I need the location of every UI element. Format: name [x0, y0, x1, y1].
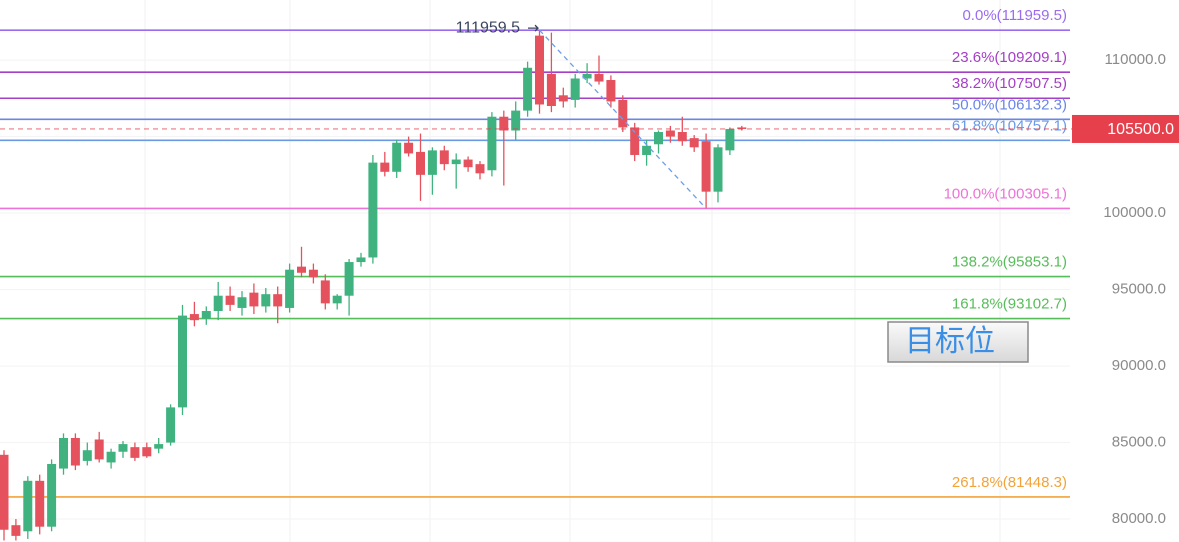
y-tick-label: 100000.0 — [1103, 204, 1166, 221]
annotation-text: 目标位 — [905, 325, 995, 358]
candle-body — [487, 116, 497, 171]
candle-body — [201, 311, 211, 319]
y-tick-label: 85000.0 — [1112, 434, 1166, 451]
candle-body — [106, 451, 116, 463]
candle-body — [475, 164, 485, 174]
target-annotation: 目标位 — [887, 321, 1029, 363]
candle-body — [737, 127, 747, 129]
trend-line — [539, 29, 707, 209]
candle-body — [463, 159, 473, 168]
candle-body — [285, 269, 295, 308]
candle-body — [332, 295, 342, 304]
candle-body — [701, 141, 711, 192]
candle-body — [582, 73, 592, 79]
candle-body — [261, 294, 271, 307]
candle-body — [427, 150, 437, 175]
candle-body — [166, 407, 176, 443]
current-price-box — [1072, 114, 1179, 143]
candle-body — [70, 437, 80, 466]
candle-body — [654, 132, 663, 145]
candle-body — [546, 73, 556, 107]
candle-body — [118, 444, 128, 452]
candle-body — [511, 110, 521, 131]
fib-label: 100.0%(100305.1) — [944, 185, 1067, 202]
candle-body — [47, 463, 57, 527]
candle-body — [630, 127, 640, 155]
candle-body — [249, 292, 259, 307]
current-price-label: 105500.0 — [1107, 121, 1174, 138]
candle-body — [535, 35, 544, 105]
candle-body — [82, 450, 92, 461]
candle-body — [237, 297, 247, 308]
vertical-grid — [144, 0, 1001, 542]
candle-body — [368, 162, 378, 258]
candle-body — [213, 295, 223, 312]
fib-label: 38.2%(107507.5) — [952, 75, 1067, 92]
candle-body — [154, 444, 164, 449]
candle-body — [570, 78, 580, 100]
peak-label: 111959.5 — [456, 19, 520, 36]
fib-label: 161.8%(93102.7) — [952, 296, 1067, 313]
candle-body — [380, 162, 390, 172]
candle-body — [273, 294, 283, 307]
candle-body — [392, 142, 402, 172]
candle-body — [11, 525, 21, 536]
candle-body — [320, 280, 330, 304]
candle-body — [178, 315, 187, 408]
candle-body — [451, 159, 461, 165]
candle-body — [23, 480, 33, 532]
candle-body — [59, 437, 68, 469]
fib-label: 0.0%(111959.5) — [962, 7, 1067, 24]
fib-label: 138.2%(95853.1) — [952, 254, 1067, 271]
candle-body — [499, 116, 509, 131]
candle-body — [725, 128, 735, 151]
candle-body — [677, 132, 687, 142]
fib-label: 50.0%(106132.3) — [952, 96, 1067, 113]
fib-label: 23.6%(109209.1) — [952, 49, 1067, 66]
candle-body — [713, 147, 723, 192]
y-tick-label: 90000.0 — [1112, 357, 1166, 374]
candle-body — [689, 138, 699, 148]
candle-body — [416, 151, 425, 175]
peak-arrow — [528, 24, 539, 32]
candle-body — [558, 95, 568, 102]
candle-body — [344, 262, 354, 296]
candle-body — [35, 480, 45, 527]
candle-body — [618, 99, 628, 128]
candle-body — [665, 130, 675, 137]
candle-body — [130, 447, 140, 458]
candle-body — [297, 266, 306, 273]
candle-body — [225, 295, 235, 305]
candle-body — [642, 145, 652, 155]
fib-label: 61.8%(104757.1) — [952, 117, 1067, 134]
candle-body — [356, 257, 366, 263]
candle-body — [189, 314, 199, 321]
candle-body — [142, 447, 152, 457]
y-tick-label: 80000.0 — [1112, 510, 1166, 527]
candle-body — [308, 269, 318, 278]
y-tick-label: 95000.0 — [1112, 281, 1166, 298]
candle-body — [523, 67, 533, 111]
fib-label: 261.8%(81448.3) — [952, 474, 1067, 491]
y-tick-label: 110000.0 — [1105, 51, 1166, 68]
candle-body — [594, 73, 604, 82]
candle-body — [439, 150, 449, 165]
candle-body — [0, 454, 9, 530]
candle-body — [606, 80, 616, 102]
candle-body — [94, 439, 104, 460]
annotation-box — [887, 321, 1029, 363]
candle-body — [404, 142, 414, 154]
